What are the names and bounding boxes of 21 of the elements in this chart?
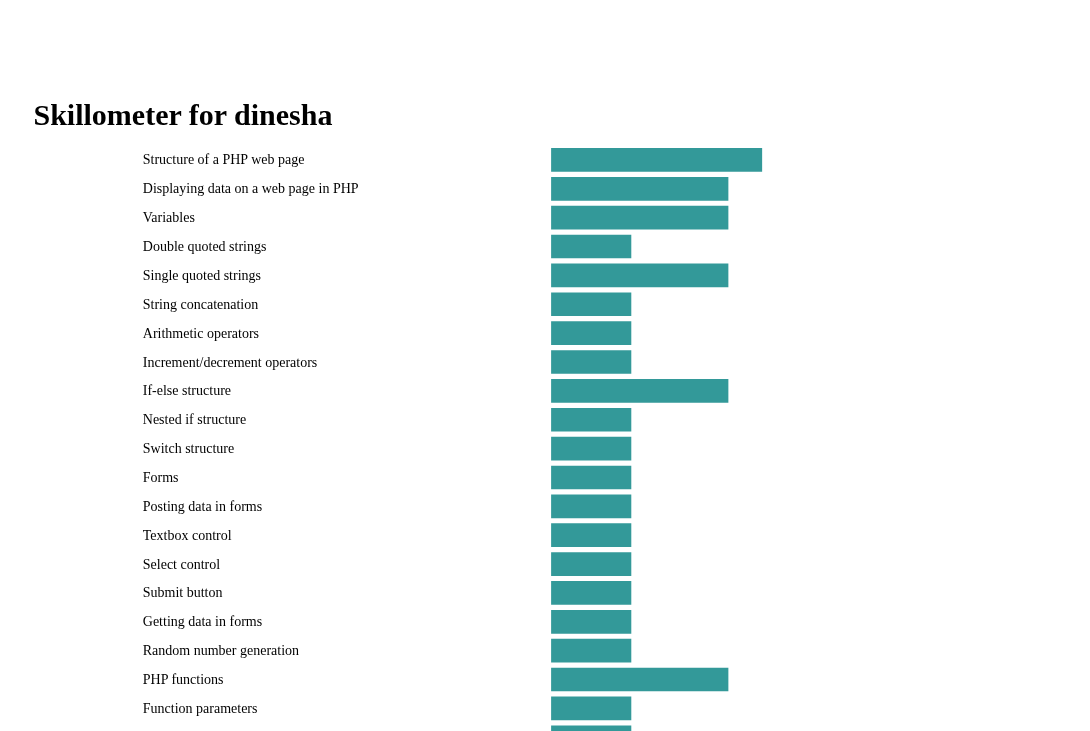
y-tick-label: Textbox control <box>142 527 232 543</box>
y-tick-label: Getting data in forms <box>142 614 263 630</box>
text: Skillometer for dinesha <box>33 97 333 131</box>
y-tick-label: Switch structure <box>142 441 235 457</box>
y-tick-label: Displaying data on a web page in PHP <box>142 181 359 197</box>
y-tick-label: Forms <box>142 469 179 485</box>
y-tick-label: Submit button <box>142 585 223 601</box>
y-tick-label: Arithmetic operators <box>142 325 260 341</box>
y-tick-label: String concatenation <box>142 296 259 312</box>
y-tick-label: Double quoted strings <box>142 239 267 255</box>
y-tick-label: Increment/decrement operators <box>142 354 318 370</box>
y-tick-label: Variables <box>142 210 195 226</box>
y-tick-label: Nested if structure <box>142 412 247 428</box>
y-tick-label: Single quoted strings <box>142 267 262 283</box>
y-tick-label: Structure of a PHP web page <box>142 152 305 168</box>
y-tick-label: Posting data in forms <box>142 498 263 514</box>
y-tick-label: Random number generation <box>142 643 300 659</box>
y-tick-label: If-else structure <box>142 383 232 399</box>
y-tick-label: PHP functions <box>142 672 224 688</box>
y-tick-label: Select control <box>142 556 221 572</box>
y-tick-label: Function parameters <box>142 700 258 716</box>
